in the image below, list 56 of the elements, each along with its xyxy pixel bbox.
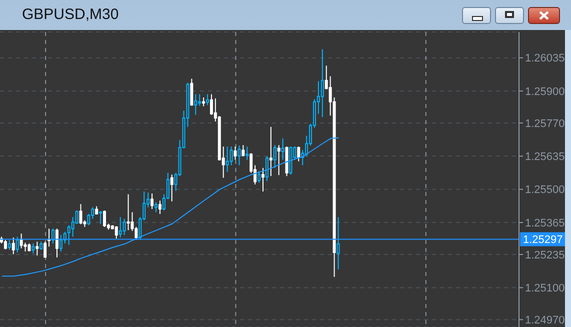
y-tick-label: 1.25365: [525, 217, 565, 230]
candlestick: [206, 94, 210, 106]
y-tick-label: 1.26035: [525, 52, 565, 65]
candlestick: [277, 144, 280, 176]
candlestick: [269, 126, 272, 177]
candlestick: [170, 174, 174, 202]
candlestick: [36, 241, 39, 256]
candlestick: [281, 138, 284, 160]
candlestick: [122, 218, 126, 236]
candlestick: [16, 236, 19, 254]
candlestick: [258, 170, 261, 184]
candlestick: [48, 228, 51, 248]
y-tick-label: 1.25500: [525, 184, 565, 196]
y-tick-label: 1.25235: [525, 249, 565, 262]
ref-line-label: 1.25297: [523, 234, 563, 246]
candlestick: [67, 224, 70, 246]
y-tick-label: 1.25900: [525, 86, 565, 98]
candlestick: [55, 228, 58, 258]
candlestick: [8, 239, 11, 250]
candlestick: [59, 234, 62, 252]
candlestick: [79, 204, 82, 225]
candlestick: [154, 202, 158, 213]
candlestick: [150, 193, 154, 210]
candlestick: [126, 194, 130, 231]
candlestick: [336, 216, 340, 270]
candlestick: [194, 94, 198, 116]
candlestick: [118, 216, 122, 238]
candlestick: [242, 144, 245, 157]
candlestick: [246, 146, 249, 160]
y-tick-label: 1.25770: [525, 118, 565, 130]
candlestick: [12, 237, 15, 255]
y-tick-label: 1.24970: [525, 314, 565, 327]
candlestick: [226, 146, 229, 172]
candlestick: [320, 48, 324, 118]
candlestick: [265, 156, 268, 182]
candlestick: [158, 200, 162, 214]
candlestick: [198, 94, 202, 106]
candlestick: [297, 146, 300, 162]
candlestick: [238, 145, 241, 166]
candlestick: [273, 144, 276, 168]
candlestick: [44, 241, 47, 258]
candlestick: [190, 78, 194, 106]
candlestick: [99, 210, 102, 224]
candlestick: [52, 228, 55, 244]
candlestick: [114, 226, 118, 239]
y-tick-label: 1.25100: [525, 282, 565, 295]
candlestick: [32, 242, 35, 254]
candlestick: [230, 146, 233, 166]
y-tick-label: 1.25635: [525, 151, 565, 164]
candlestick: [210, 94, 213, 116]
candlestick: [261, 167, 264, 192]
candlestick: [20, 233, 23, 249]
candlestick: [234, 146, 237, 160]
candlestick: [4, 239, 7, 250]
candlestick: [103, 210, 106, 228]
chart-title: GBPUSD,M30: [22, 6, 119, 23]
